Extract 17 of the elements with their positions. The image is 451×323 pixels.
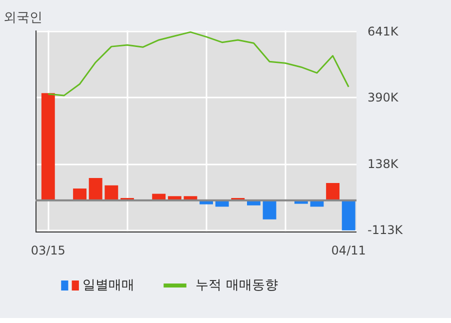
bar [342,200,356,230]
chart-title: 외국인 [4,10,42,26]
bar [73,188,86,200]
bar [41,93,55,200]
x-tick-label: 03/15 [30,244,66,258]
y-tick-label: 641K [368,24,400,39]
legend-label: 일별매매 [82,278,134,293]
bar [326,182,340,200]
bar [104,185,118,200]
x-tick-label: 04/11 [331,244,366,258]
line-series [47,31,350,96]
bar [88,178,102,200]
y-tick-label: 138K [368,157,400,172]
legend-label: 누적 매매동향 [196,278,278,293]
y-tick-label: 390K [368,90,400,105]
bar [262,200,276,220]
y-tick-label: -113K [368,223,404,238]
